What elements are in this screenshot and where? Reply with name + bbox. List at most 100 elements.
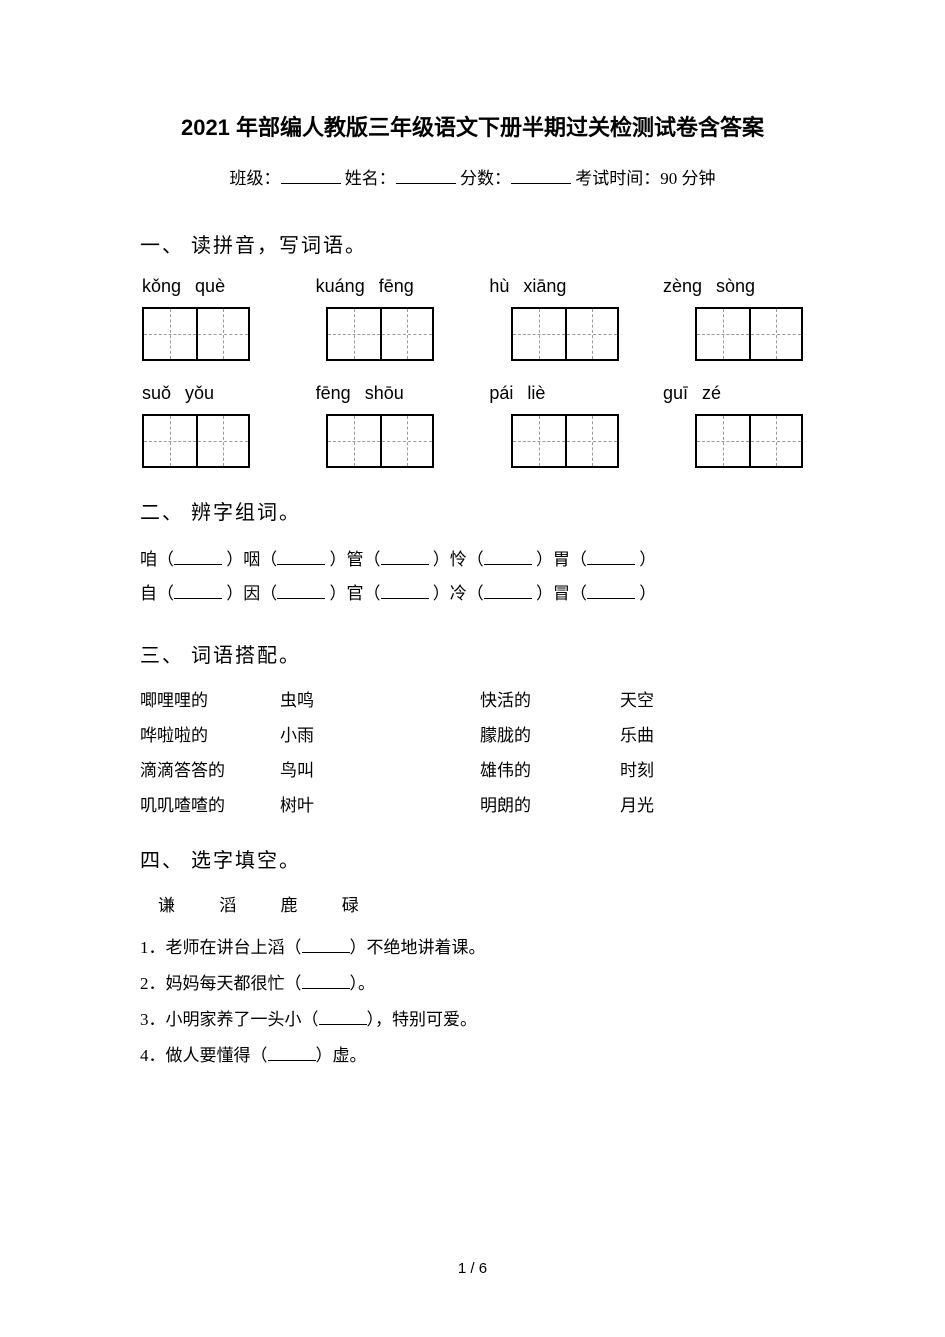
s2-blank[interactable] <box>587 598 635 599</box>
s2-blank[interactable] <box>277 564 325 565</box>
pinyin: pái <box>489 383 513 404</box>
pinyin: shōu <box>365 383 404 404</box>
s3-cell: 叽叽喳喳的 <box>140 791 280 816</box>
s2-text: ）冷（ <box>433 584 484 603</box>
s4-char: 谦 <box>158 896 175 915</box>
pinyin-row-2: suǒyǒu fēng shōu páiliè guīzé <box>140 383 805 404</box>
tian-pair[interactable] <box>695 414 803 468</box>
s2-text: ）胃（ <box>536 550 587 569</box>
box-row-2 <box>140 414 805 468</box>
s3-cell: 月光 <box>620 791 720 816</box>
s3-cell: 唧哩哩的 <box>140 686 280 711</box>
tian-pair[interactable] <box>326 414 434 468</box>
s2-blank[interactable] <box>381 564 429 565</box>
s2-blank[interactable] <box>174 564 222 565</box>
s2-text: ）官（ <box>330 584 381 603</box>
s3-cell: 明朗的 <box>480 791 620 816</box>
s2-blank[interactable] <box>174 598 222 599</box>
s2-text: ） <box>639 550 656 569</box>
s2-text: 自（ <box>140 584 174 603</box>
box-row-1 <box>140 307 805 361</box>
s4-blank[interactable] <box>319 1024 367 1025</box>
pinyin-row-1: kǒngquè kuáng fēng hùxiāng zèng sòng <box>140 276 805 297</box>
s3-cell: 滴滴答答的 <box>140 756 280 781</box>
s3-spacer <box>420 721 480 746</box>
page-number: 1 / 6 <box>0 1260 945 1277</box>
section1-heading: 一、 读拼音，写词语。 <box>140 229 805 258</box>
name-blank[interactable] <box>396 167 456 184</box>
s3-cell: 雄伟的 <box>480 756 620 781</box>
s2-blank[interactable] <box>484 598 532 599</box>
s2-text: ）冒（ <box>536 584 587 603</box>
section4-line: 1．老师在讲台上滔（）不绝地讲着课。 <box>140 930 805 966</box>
tian-pair[interactable] <box>142 307 250 361</box>
score-label: 分数： <box>460 169 511 188</box>
s2-text: 咱（ <box>140 550 174 569</box>
s4-char: 鹿 <box>281 896 298 915</box>
s2-text: ）因（ <box>226 584 277 603</box>
section2-line1: 咱（ ）咽（ ）管（ ）怜（ ）胃（ ） <box>140 543 805 577</box>
class-label: 班级： <box>230 169 281 188</box>
s2-blank[interactable] <box>484 564 532 565</box>
pinyin: què <box>195 276 225 297</box>
section2-heading: 二、 辨字组词。 <box>140 496 805 525</box>
section2-line2: 自（ ）因（ ）官（ ）冷（ ）冒（ ） <box>140 577 805 611</box>
tian-pair[interactable] <box>326 307 434 361</box>
section4-line: 4．做人要懂得（）虚。 <box>140 1038 805 1074</box>
s3-cell: 乐曲 <box>620 721 720 746</box>
exam-time: 考试时间：90 分钟 <box>575 169 715 188</box>
tian-pair[interactable] <box>511 414 619 468</box>
s2-text: ）管（ <box>330 550 381 569</box>
pinyin: kuáng <box>316 276 365 297</box>
s4-char: 滔 <box>219 896 236 915</box>
section4-line: 3．小明家养了一头小（），特别可爱。 <box>140 1002 805 1038</box>
s4-blank[interactable] <box>302 988 350 989</box>
name-label: 姓名： <box>345 169 396 188</box>
s2-text: ） <box>639 584 656 603</box>
s3-spacer <box>420 791 480 816</box>
section3-heading: 三、 词语搭配。 <box>140 639 805 668</box>
class-blank[interactable] <box>281 167 341 184</box>
s4-blank[interactable] <box>268 1060 316 1061</box>
s3-cell: 小雨 <box>280 721 420 746</box>
pinyin: yǒu <box>185 383 214 404</box>
score-blank[interactable] <box>511 167 571 184</box>
s3-spacer <box>420 686 480 711</box>
section4-chars: 谦 滔 鹿 碌 <box>158 891 805 916</box>
s3-cell: 树叶 <box>280 791 420 816</box>
pinyin: kǒng <box>142 276 181 297</box>
pinyin: xiāng <box>523 276 566 297</box>
section3-grid: 唧哩哩的虫鸣 快活的天空 哗啦啦的小雨 朦胧的乐曲 滴滴答答的鸟叫 雄伟的时刻 叽叽喳… <box>140 686 805 816</box>
pinyin: zé <box>702 383 721 404</box>
s2-blank[interactable] <box>277 598 325 599</box>
tian-pair[interactable] <box>142 414 250 468</box>
s3-spacer <box>420 756 480 781</box>
s3-cell: 虫鸣 <box>280 686 420 711</box>
section4-line: 2．妈妈每天都很忙（）。 <box>140 966 805 1002</box>
s2-text: ）咽（ <box>226 550 277 569</box>
s4-blank[interactable] <box>302 952 350 953</box>
pinyin: fēng <box>316 383 351 404</box>
tian-pair[interactable] <box>511 307 619 361</box>
s3-cell: 快活的 <box>480 686 620 711</box>
s2-blank[interactable] <box>381 598 429 599</box>
page-title: 2021 年部编人教版三年级语文下册半期过关检测试卷含答案 <box>140 110 805 142</box>
s4-char: 碌 <box>342 896 359 915</box>
s2-blank[interactable] <box>587 564 635 565</box>
pinyin: fēng <box>379 276 414 297</box>
s3-cell: 鸟叫 <box>280 756 420 781</box>
pinyin: suǒ <box>142 383 171 404</box>
pinyin: zèng <box>663 276 702 297</box>
s3-cell: 哗啦啦的 <box>140 721 280 746</box>
exam-header: 班级： 姓名： 分数： 考试时间：90 分钟 <box>140 164 805 189</box>
s3-cell: 天空 <box>620 686 720 711</box>
section4-heading: 四、 选字填空。 <box>140 844 805 873</box>
pinyin: liè <box>527 383 545 404</box>
pinyin: sòng <box>716 276 755 297</box>
s3-cell: 朦胧的 <box>480 721 620 746</box>
tian-pair[interactable] <box>695 307 803 361</box>
s3-cell: 时刻 <box>620 756 720 781</box>
pinyin: hù <box>489 276 509 297</box>
pinyin: guī <box>663 383 688 404</box>
s2-text: ）怜（ <box>433 550 484 569</box>
